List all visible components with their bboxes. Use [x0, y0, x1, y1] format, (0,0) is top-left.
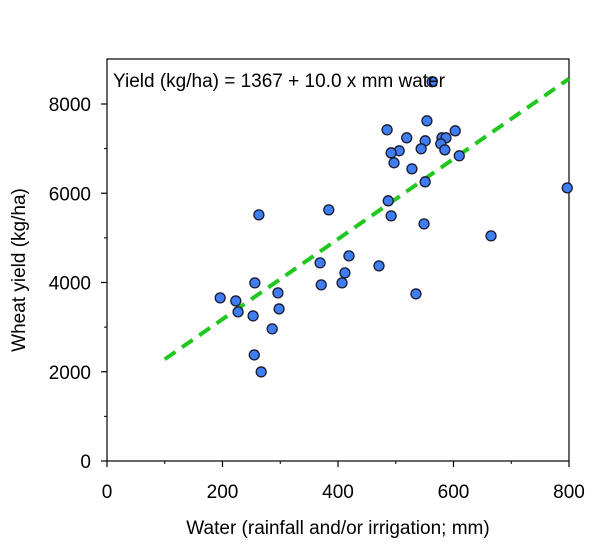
- data-point: [561, 182, 573, 194]
- data-point: [253, 209, 265, 221]
- data-point: [415, 143, 427, 155]
- data-point: [388, 157, 400, 169]
- data-point: [255, 366, 267, 378]
- y-axis: 0 2000 4000 6000 8000: [49, 95, 107, 473]
- data-point: [323, 204, 335, 216]
- data-point: [418, 218, 430, 230]
- x-axis: 0 200 400 600 800: [102, 461, 585, 503]
- data-point: [273, 303, 285, 315]
- data-point: [336, 277, 348, 289]
- data-point: [382, 195, 394, 207]
- x-tick-label: 400: [322, 482, 354, 503]
- data-point: [401, 132, 413, 144]
- x-axis-title: Water (rainfall and/or irrigation; mm): [186, 518, 489, 539]
- regression-equation: Yield (kg/ha) = 1367 + 10.0 x mm water: [113, 71, 446, 92]
- data-point: [214, 292, 226, 304]
- data-point: [232, 306, 244, 318]
- regression-line-path: [163, 77, 571, 361]
- data-point: [247, 310, 259, 322]
- data-point: [385, 147, 397, 159]
- data-point: [421, 115, 433, 127]
- y-axis-title: Wheat yield (kg/ha): [9, 188, 30, 352]
- data-point: [343, 250, 355, 262]
- data-point: [381, 124, 393, 136]
- data-point: [230, 295, 242, 307]
- plot-frame: [106, 58, 570, 462]
- data-point: [406, 163, 418, 175]
- x-tick-label: 600: [438, 482, 470, 503]
- regression-line: [163, 77, 571, 361]
- y-tick-label: 8000: [49, 95, 91, 116]
- y-tick-label: 2000: [49, 363, 91, 384]
- data-point: [385, 210, 397, 222]
- data-point: [373, 260, 385, 272]
- data-point: [426, 76, 438, 88]
- plot-border: [106, 58, 570, 462]
- data-point: [314, 257, 326, 269]
- x-tick-label: 200: [207, 482, 239, 503]
- y-tick-label: 4000: [49, 274, 91, 295]
- x-tick-label: 800: [553, 482, 585, 503]
- data-point: [248, 349, 260, 361]
- data-point: [249, 277, 261, 289]
- y-tick-label: 6000: [49, 184, 91, 205]
- data-point: [439, 144, 451, 156]
- data-point: [419, 176, 431, 188]
- x-tick-label: 0: [102, 482, 113, 503]
- y-tick-label: 0: [80, 452, 91, 473]
- data-point: [453, 150, 465, 162]
- data-point: [339, 267, 351, 279]
- data-point: [449, 125, 461, 137]
- data-point: [485, 230, 497, 242]
- data-point: [410, 288, 422, 300]
- data-point: [266, 323, 278, 335]
- data-point: [315, 279, 327, 291]
- data-point: [272, 287, 284, 299]
- data-points: [214, 76, 573, 378]
